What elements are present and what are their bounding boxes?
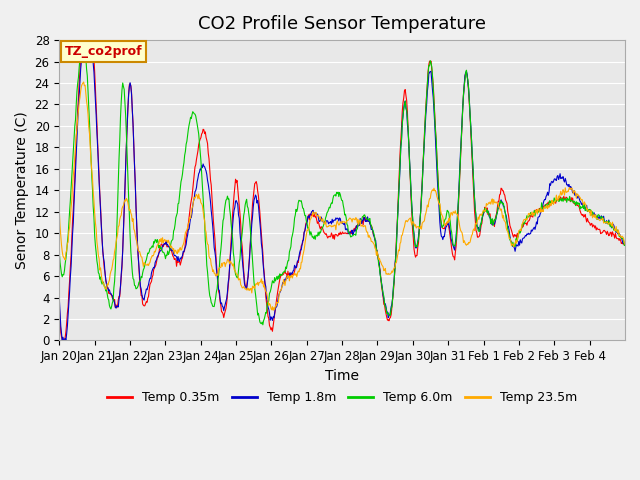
- Temp 0.35m: [227, 237, 235, 243]
- Temp 0.35m: [434, 169, 442, 175]
- Temp 23.5m: [434, 196, 442, 202]
- Temp 6.0m: [276, 273, 284, 278]
- Temp 1.8m: [276, 288, 284, 294]
- Text: TZ_co2prof: TZ_co2prof: [65, 45, 143, 58]
- Temp 6.0m: [78, 44, 86, 50]
- Temp 0.35m: [621, 241, 629, 247]
- Temp 1.8m: [227, 245, 235, 251]
- Temp 1.8m: [402, 105, 410, 111]
- Temp 6.0m: [255, 311, 262, 316]
- Temp 0.35m: [56, 303, 63, 309]
- Legend: Temp 0.35m, Temp 1.8m, Temp 6.0m, Temp 23.5m: Temp 0.35m, Temp 1.8m, Temp 6.0m, Temp 2…: [102, 386, 582, 409]
- Temp 1.8m: [621, 240, 629, 245]
- Temp 1.8m: [434, 183, 442, 189]
- Temp 6.0m: [259, 322, 267, 328]
- Temp 1.8m: [58, 337, 66, 343]
- Temp 6.0m: [402, 105, 410, 111]
- Temp 1.8m: [124, 123, 131, 129]
- Temp 23.5m: [122, 195, 130, 201]
- Temp 6.0m: [621, 242, 629, 248]
- Temp 0.35m: [255, 201, 263, 207]
- Line: Temp 23.5m: Temp 23.5m: [60, 82, 625, 311]
- Temp 23.5m: [269, 308, 277, 313]
- Temp 23.5m: [255, 282, 262, 288]
- Title: CO2 Profile Sensor Temperature: CO2 Profile Sensor Temperature: [198, 15, 486, 33]
- Line: Temp 1.8m: Temp 1.8m: [60, 40, 625, 340]
- Temp 23.5m: [227, 258, 234, 264]
- Temp 23.5m: [56, 207, 63, 213]
- Temp 6.0m: [434, 170, 442, 176]
- Temp 23.5m: [276, 288, 284, 293]
- Line: Temp 6.0m: Temp 6.0m: [60, 47, 625, 325]
- Temp 6.0m: [122, 131, 130, 137]
- Temp 1.8m: [80, 37, 88, 43]
- Temp 0.35m: [59, 337, 67, 343]
- Line: Temp 0.35m: Temp 0.35m: [60, 40, 625, 340]
- Temp 0.35m: [402, 93, 410, 98]
- Temp 0.35m: [79, 37, 87, 43]
- Temp 0.35m: [276, 274, 284, 279]
- Temp 6.0m: [56, 248, 63, 254]
- Temp 23.5m: [621, 241, 629, 247]
- Temp 1.8m: [255, 211, 263, 217]
- Temp 23.5m: [402, 218, 410, 224]
- X-axis label: Time: Time: [325, 369, 359, 383]
- Temp 6.0m: [227, 212, 234, 217]
- Temp 23.5m: [80, 79, 88, 85]
- Y-axis label: Senor Temperature (C): Senor Temperature (C): [15, 111, 29, 269]
- Temp 0.35m: [124, 123, 131, 129]
- Temp 1.8m: [56, 295, 63, 301]
